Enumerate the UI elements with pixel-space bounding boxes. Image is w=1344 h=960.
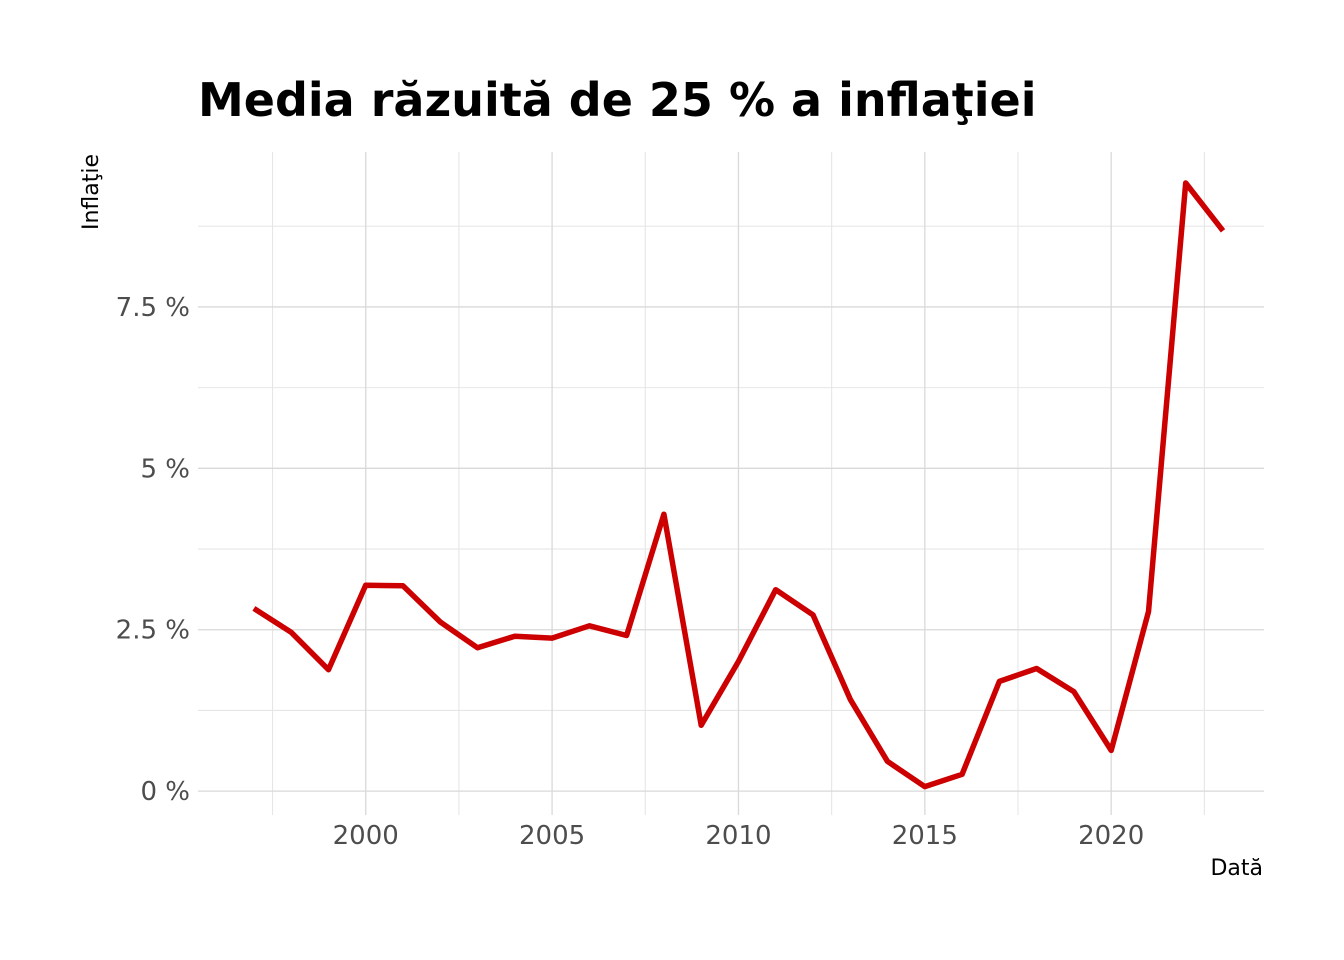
grid — [198, 152, 1264, 815]
series-layer — [252, 180, 1226, 790]
x-tick-label: 2020 — [1078, 821, 1144, 851]
x-tick-labels: 2000 2005 2010 2015 2020 — [333, 821, 1145, 851]
x-tick-label: 2000 — [333, 821, 399, 851]
x-axis-label: Dată — [1210, 856, 1263, 881]
x-tick-label: 2015 — [892, 821, 958, 851]
y-tick-label: 2.5 % — [116, 616, 190, 646]
y-tick-label: 5 % — [140, 454, 190, 484]
x-tick-label: 2005 — [519, 821, 585, 851]
y-tick-label: 0 % — [140, 777, 190, 807]
chart-title: Media răzuită de 25 % a inflaţiei — [198, 73, 1037, 127]
y-tick-label: 7.5 % — [116, 293, 190, 323]
series-line — [252, 180, 1226, 790]
y-tick-labels: 0 % 2.5 % 5 % 7.5 % — [116, 293, 190, 807]
y-axis-label: Inflaţie — [79, 154, 104, 230]
x-tick-label: 2010 — [705, 821, 771, 851]
